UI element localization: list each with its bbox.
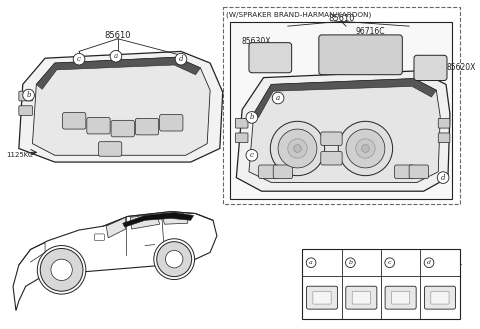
Text: d: d: [179, 55, 183, 63]
FancyBboxPatch shape: [395, 165, 414, 179]
Polygon shape: [162, 213, 188, 224]
Circle shape: [73, 53, 85, 65]
FancyBboxPatch shape: [409, 165, 429, 179]
FancyBboxPatch shape: [424, 286, 456, 309]
FancyBboxPatch shape: [111, 120, 134, 137]
Circle shape: [175, 53, 187, 65]
Polygon shape: [123, 213, 193, 227]
Circle shape: [166, 250, 183, 268]
FancyBboxPatch shape: [438, 133, 450, 143]
FancyBboxPatch shape: [235, 133, 248, 143]
FancyBboxPatch shape: [313, 291, 331, 304]
Text: 85640L: 85640L: [437, 260, 463, 266]
Text: (W/SPRAKER BRAND-HARMAN/KARDON): (W/SPRAKER BRAND-HARMAN/KARDON): [226, 11, 371, 18]
Circle shape: [270, 121, 324, 176]
FancyBboxPatch shape: [346, 286, 377, 309]
FancyBboxPatch shape: [306, 286, 337, 309]
Circle shape: [40, 248, 83, 291]
FancyBboxPatch shape: [62, 113, 86, 129]
FancyBboxPatch shape: [321, 151, 342, 165]
Circle shape: [437, 172, 449, 184]
Text: 85610: 85610: [328, 14, 354, 23]
Polygon shape: [106, 217, 126, 238]
Text: 85610: 85610: [105, 31, 131, 40]
Circle shape: [294, 145, 301, 152]
Circle shape: [361, 145, 369, 152]
Circle shape: [424, 258, 434, 267]
Polygon shape: [13, 212, 217, 311]
Text: 89897A: 89897A: [319, 260, 346, 266]
FancyBboxPatch shape: [321, 132, 342, 145]
Text: 85640C: 85640C: [397, 260, 424, 266]
FancyBboxPatch shape: [235, 118, 248, 128]
Circle shape: [346, 258, 355, 267]
Bar: [230, 22, 452, 199]
Text: c: c: [388, 260, 392, 265]
Circle shape: [385, 258, 395, 267]
FancyBboxPatch shape: [352, 291, 371, 304]
Text: b: b: [250, 114, 254, 121]
Circle shape: [37, 245, 86, 294]
FancyBboxPatch shape: [160, 114, 183, 131]
Circle shape: [156, 242, 192, 277]
Bar: [302, 249, 460, 319]
Polygon shape: [249, 79, 440, 183]
Circle shape: [278, 129, 317, 168]
Circle shape: [306, 258, 316, 267]
Text: 85640R: 85640R: [358, 260, 385, 266]
Text: b: b: [348, 260, 352, 265]
Bar: [223, 7, 460, 204]
Circle shape: [23, 89, 35, 101]
Polygon shape: [131, 214, 160, 229]
Text: c: c: [77, 55, 81, 63]
Text: a: a: [309, 260, 313, 265]
Text: 1125KC: 1125KC: [6, 152, 33, 158]
Circle shape: [246, 112, 258, 123]
FancyBboxPatch shape: [431, 291, 449, 304]
Text: b: b: [26, 91, 31, 99]
FancyBboxPatch shape: [385, 286, 416, 309]
Polygon shape: [36, 57, 201, 89]
Circle shape: [51, 259, 72, 281]
Text: 85620X: 85620X: [446, 63, 475, 72]
Text: a: a: [114, 52, 118, 60]
FancyBboxPatch shape: [392, 291, 410, 304]
Circle shape: [110, 50, 122, 62]
Polygon shape: [236, 71, 450, 191]
Polygon shape: [33, 57, 210, 155]
FancyBboxPatch shape: [438, 118, 450, 128]
Polygon shape: [254, 79, 436, 117]
FancyBboxPatch shape: [249, 43, 292, 73]
Circle shape: [346, 129, 385, 168]
FancyBboxPatch shape: [98, 142, 122, 156]
Text: a: a: [276, 94, 280, 102]
Circle shape: [154, 239, 194, 280]
FancyBboxPatch shape: [319, 35, 402, 75]
FancyBboxPatch shape: [259, 165, 278, 179]
Text: c: c: [250, 151, 254, 159]
Circle shape: [356, 139, 375, 158]
Polygon shape: [19, 51, 223, 162]
FancyBboxPatch shape: [95, 234, 104, 241]
Circle shape: [338, 121, 393, 176]
Circle shape: [246, 149, 258, 161]
FancyBboxPatch shape: [414, 55, 447, 81]
Circle shape: [272, 92, 284, 104]
FancyBboxPatch shape: [273, 165, 293, 179]
Text: d: d: [427, 260, 431, 265]
Text: d: d: [441, 174, 445, 182]
Circle shape: [288, 139, 307, 158]
FancyBboxPatch shape: [87, 117, 110, 134]
FancyBboxPatch shape: [19, 91, 33, 101]
Text: 85630X: 85630X: [241, 37, 271, 46]
FancyBboxPatch shape: [19, 106, 33, 115]
Text: 96716C: 96716C: [356, 28, 385, 37]
FancyBboxPatch shape: [135, 118, 159, 135]
